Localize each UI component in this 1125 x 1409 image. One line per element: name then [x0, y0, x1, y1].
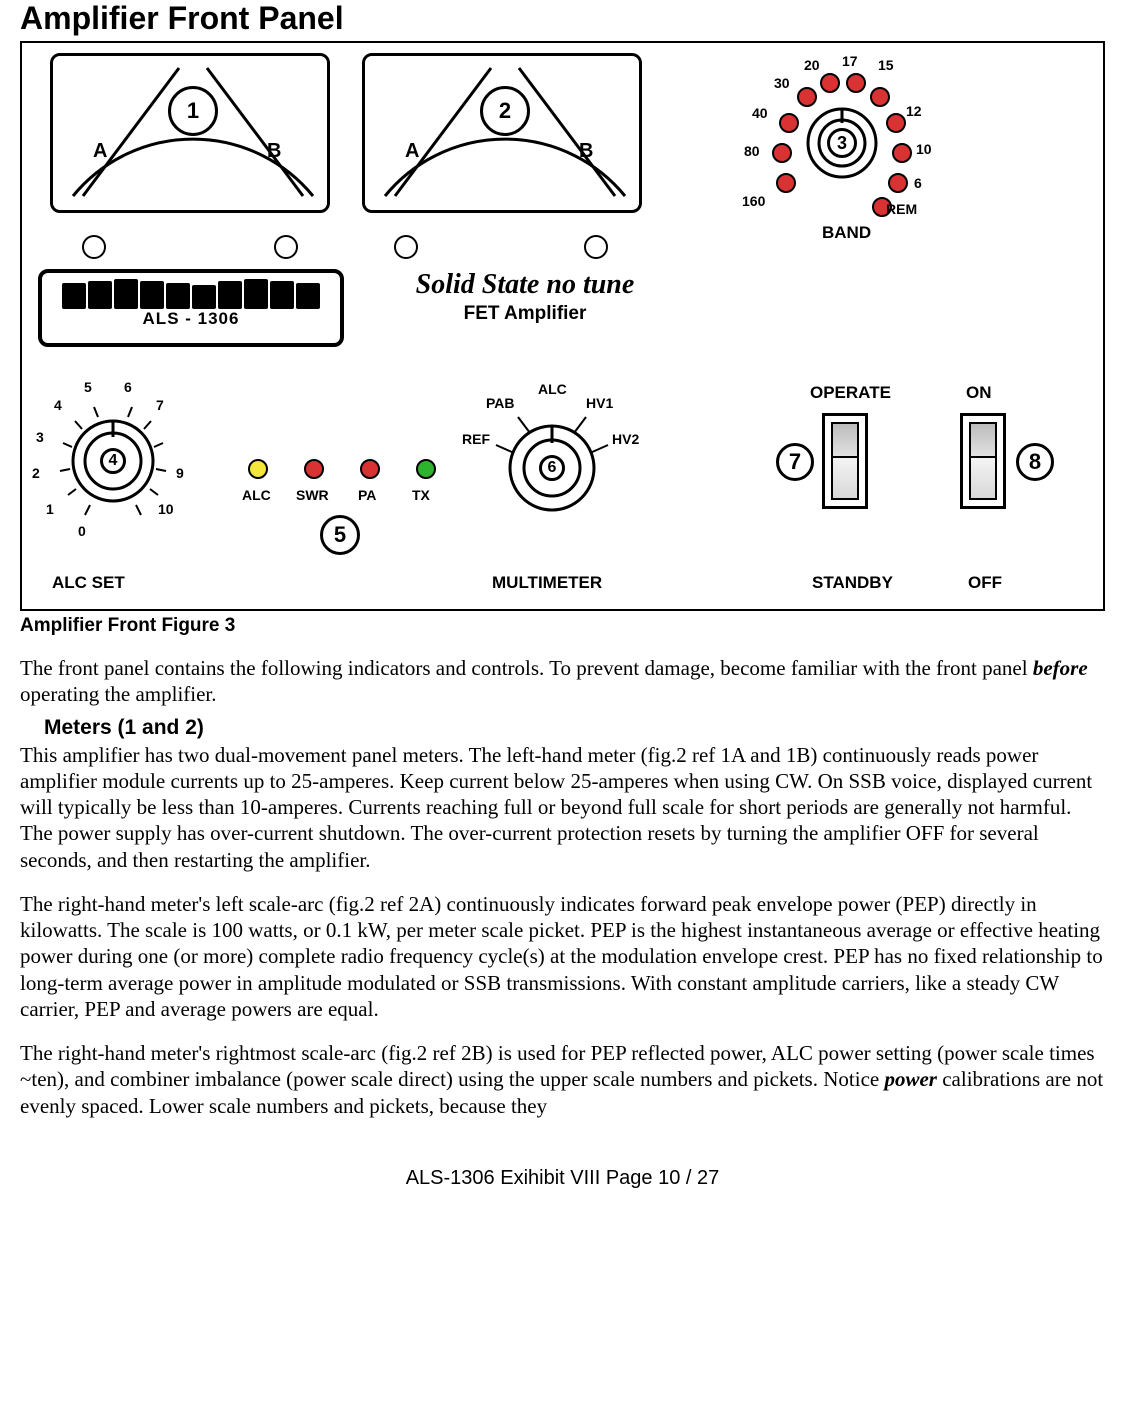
alc-scale: 0: [78, 523, 86, 539]
meters-heading: Meters (1 and 2): [44, 716, 1105, 740]
led-label: ALC: [242, 487, 271, 503]
tagline: Solid State no tune FET Amplifier: [370, 269, 680, 325]
band-led-icon: [772, 143, 792, 163]
intro-b: before: [1033, 656, 1088, 680]
multimeter-knob-number: 6: [539, 455, 565, 481]
led-label: PA: [358, 487, 376, 503]
brand-model: ALS - 1306: [42, 309, 340, 329]
tagline-1a: Solid State: [416, 269, 547, 300]
p3-b: power: [884, 1067, 937, 1091]
band-label: 30: [774, 75, 790, 91]
mm-label: ALC: [538, 381, 567, 397]
alc-scale: 6: [124, 379, 132, 395]
band-led-icon: [797, 87, 817, 107]
alc-scale: 9: [176, 465, 184, 481]
band-led-icon: [888, 173, 908, 193]
band-label: 160: [742, 193, 765, 209]
page-footer: ALS-1306 Exihibit VIII Page 10 / 27: [20, 1167, 1105, 1190]
alc-scale: 1: [46, 501, 54, 517]
band-led-icon: [892, 143, 912, 163]
on-off-switch[interactable]: [960, 413, 1006, 509]
band-label: 40: [752, 105, 768, 121]
meter-1-number: 1: [168, 86, 218, 136]
multimeter-label: MULTIMETER: [492, 573, 602, 593]
mm-label: REF: [462, 431, 490, 447]
alc-scale: 2: [32, 465, 40, 481]
screw-hole-icon: [274, 235, 298, 259]
paragraph-2: The right-hand meter's left scale-arc (f…: [20, 891, 1105, 1022]
led-label: TX: [412, 487, 430, 503]
band-led-icon: [870, 87, 890, 107]
band-label: 12: [906, 103, 922, 119]
band-led-icon: [776, 173, 796, 193]
intro-paragraph: The front panel contains the following i…: [20, 655, 1105, 708]
figure-caption: Amplifier Front Figure 3: [20, 615, 1105, 637]
meter-2: 2 A B: [362, 53, 642, 213]
front-panel-figure: 1 A B 2 A B ALS - 1306: [20, 41, 1105, 611]
screw-hole-icon: [394, 235, 418, 259]
meter-2-left-label: A: [405, 140, 419, 163]
alc-scale: 10: [158, 501, 174, 517]
page-title: Amplifier Front Panel: [20, 0, 1105, 37]
alc-scale: 4: [54, 397, 62, 413]
meter-1-left-label: A: [93, 140, 107, 163]
tagline-1b: no tune: [546, 269, 634, 300]
switch-8-number: 8: [1016, 443, 1054, 481]
band-knob-number: 3: [827, 128, 857, 158]
paragraph-3: The right-hand meter's rightmost scale-a…: [20, 1040, 1105, 1119]
switch-power-bottom: OFF: [968, 573, 1002, 593]
led-label: SWR: [296, 487, 329, 503]
meter-1-right-label: B: [267, 140, 281, 163]
brand-badge: ALS - 1306: [38, 269, 344, 347]
meter-1: 1 A B: [50, 53, 330, 213]
swr-led-icon: [304, 459, 324, 479]
band-title: BAND: [822, 223, 871, 243]
alc-scale: 7: [156, 397, 164, 413]
band-label: 80: [744, 143, 760, 159]
tx-led-icon: [416, 459, 436, 479]
screw-hole-icon: [584, 235, 608, 259]
switch-operate-bottom: STANDBY: [812, 573, 893, 593]
band-label: 15: [878, 57, 894, 73]
mm-label: HV2: [612, 431, 639, 447]
intro-c: operating the amplifier.: [20, 682, 217, 706]
mm-label: PAB: [486, 395, 515, 411]
switch-operate-top: OPERATE: [810, 383, 891, 403]
alc-led-icon: [248, 459, 268, 479]
intro-a: The front panel contains the following i…: [20, 656, 1033, 680]
paragraph-1: This amplifier has two dual-movement pan…: [20, 742, 1105, 873]
band-label: 6: [914, 175, 922, 191]
switch-power-top: ON: [966, 383, 992, 403]
brand-name: [42, 275, 340, 309]
alc-scale: 5: [84, 379, 92, 395]
band-label: 10: [916, 141, 932, 157]
tagline-2: FET Amplifier: [370, 303, 680, 325]
pa-led-icon: [360, 459, 380, 479]
band-led-icon: [886, 113, 906, 133]
screw-hole-icon: [82, 235, 106, 259]
alc-scale: 3: [36, 429, 44, 445]
band-label: REM: [886, 201, 917, 217]
switch-7-number: 7: [776, 443, 814, 481]
alc-knob-number: 4: [100, 448, 126, 474]
alc-set-label: ALC SET: [52, 573, 125, 593]
meter-2-number: 2: [480, 86, 530, 136]
band-led-icon: [820, 73, 840, 93]
band-led-icon: [846, 73, 866, 93]
operate-standby-switch[interactable]: [822, 413, 868, 509]
band-label: 20: [804, 57, 820, 73]
meter-2-right-label: B: [579, 140, 593, 163]
status-leds-number: 5: [320, 515, 360, 555]
mm-label: HV1: [586, 395, 613, 411]
band-led-icon: [779, 113, 799, 133]
band-label: 17: [842, 53, 858, 69]
